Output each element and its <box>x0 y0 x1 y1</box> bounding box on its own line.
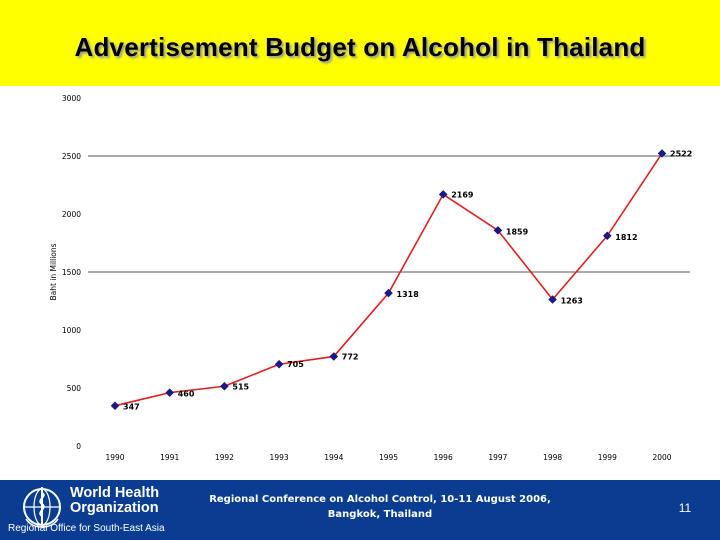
data-label: 347 <box>123 403 140 412</box>
y-axis-label: Baht in Millions <box>49 243 58 300</box>
x-tick-label: 1990 <box>105 453 124 462</box>
data-labels: 347 460 515 705 772 1318 2169 1859 1263 1812 2522 <box>123 149 692 411</box>
data-point <box>329 352 339 361</box>
y-tick-label: 1000 <box>62 326 81 335</box>
data-label: 2169 <box>451 190 474 199</box>
footer-bar: World Health Organization Regional Offic… <box>0 480 720 540</box>
x-tick-label: 2000 <box>652 453 671 462</box>
data-label: 515 <box>232 382 249 391</box>
title-bar: Advertisement Budget on Alcohol in Thail… <box>0 0 720 86</box>
data-point <box>274 359 284 369</box>
y-tick-label: 500 <box>67 384 82 393</box>
who-name: World Health Organization <box>70 485 160 516</box>
x-tick-label: 1996 <box>434 453 453 462</box>
data-label: 1263 <box>561 296 583 305</box>
data-point <box>165 388 175 397</box>
who-region: Regional Office for South-East Asia <box>8 523 165 534</box>
data-point <box>438 190 448 199</box>
data-label: 2522 <box>670 149 692 158</box>
page-number: 11 <box>678 501 692 515</box>
x-tick-label: 1993 <box>270 453 289 462</box>
who-emblem-icon <box>23 487 61 528</box>
y-tick-label: 2000 <box>62 210 81 219</box>
data-point <box>493 226 503 235</box>
series-budget <box>110 149 667 411</box>
data-point <box>657 149 667 158</box>
x-tick-label: 1998 <box>543 453 562 462</box>
x-tick-label: 1994 <box>324 453 343 462</box>
line-chart: 0 500 1000 1500 2000 2500 3000 Baht in Millions… <box>49 94 692 462</box>
data-point <box>220 381 229 391</box>
data-label: 1318 <box>397 290 420 299</box>
data-point <box>384 288 393 298</box>
data-label: 460 <box>178 390 195 399</box>
y-tick-label: 0 <box>76 442 81 451</box>
conference-caption: Regional Conference on Alcohol Control, … <box>209 494 551 520</box>
x-tick-label: 1997 <box>488 453 507 462</box>
y-tick-label: 2500 <box>62 152 81 161</box>
y-tick-label: 1500 <box>62 268 81 277</box>
series-line <box>114 153 663 407</box>
gridlines <box>88 155 690 273</box>
data-point <box>110 401 120 411</box>
data-label: 1812 <box>615 233 637 242</box>
data-point <box>548 295 557 304</box>
x-tick-label: 1999 <box>598 453 617 462</box>
slide-title: Advertisement Budget on Alcohol in Thail… <box>74 32 646 62</box>
data-label: 705 <box>287 360 304 369</box>
x-tick-label: 1995 <box>379 453 398 462</box>
data-point <box>602 231 612 241</box>
data-label: 772 <box>342 352 359 361</box>
x-tick-label: 1992 <box>215 453 234 462</box>
x-tick-label: 1991 <box>160 453 179 462</box>
data-label: 1859 <box>506 227 529 236</box>
axes: 0 500 1000 1500 2000 2500 3000 Baht in Millions… <box>49 94 672 462</box>
y-tick-label: 3000 <box>62 94 81 103</box>
